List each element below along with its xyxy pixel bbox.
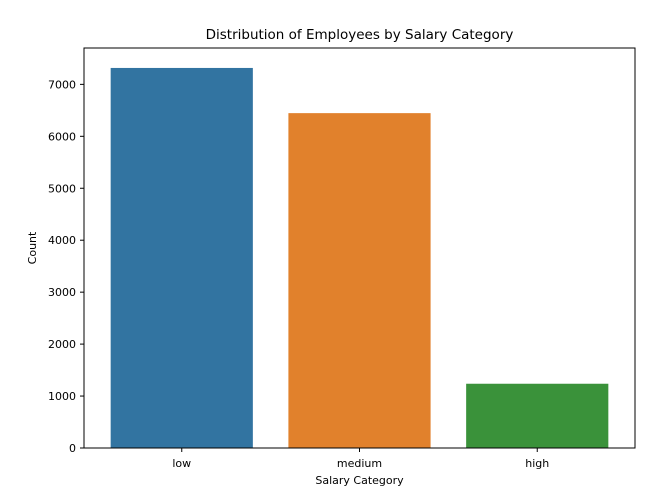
plot-frame — [83, 47, 636, 449]
x-axis: low medium high — [172, 448, 549, 470]
y-axis-title: Count — [26, 231, 39, 264]
bar-high — [466, 383, 609, 448]
y-tick-label-7000: 7000 — [48, 78, 76, 91]
y-tick-label-4000: 4000 — [48, 234, 76, 247]
bar-medium — [288, 113, 431, 448]
y-tick-label-2000: 2000 — [48, 338, 76, 351]
x-axis-title: Salary Category — [315, 474, 404, 487]
x-tick-label-low: low — [172, 457, 191, 470]
y-tick-label-5000: 5000 — [48, 182, 76, 195]
x-tick-label-medium: medium — [337, 457, 382, 470]
y-tick-label-3000: 3000 — [48, 286, 76, 299]
y-axis: 0 1000 2000 3000 4000 5000 6000 7000 — [48, 78, 84, 455]
y-tick-label-6000: 6000 — [48, 130, 76, 143]
bars-group — [110, 67, 609, 448]
x-tick-label-high: high — [525, 457, 549, 470]
chart-title: Distribution of Employees by Salary Cate… — [206, 27, 514, 43]
y-tick-label-0: 0 — [69, 442, 76, 455]
y-tick-label-1000: 1000 — [48, 390, 76, 403]
bar-low — [110, 67, 253, 448]
